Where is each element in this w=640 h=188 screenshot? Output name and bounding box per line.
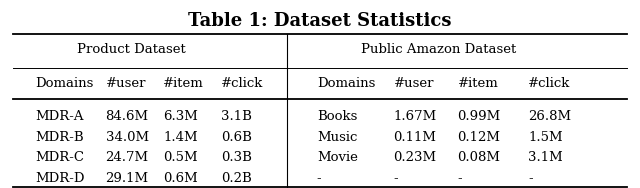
- Text: 0.3B: 0.3B: [221, 151, 252, 164]
- Text: 0.12M: 0.12M: [458, 131, 500, 144]
- Text: MDR-A: MDR-A: [35, 110, 84, 123]
- Text: 84.6M: 84.6M: [106, 110, 148, 123]
- Text: #click: #click: [528, 77, 570, 90]
- Text: #click: #click: [221, 77, 263, 90]
- Text: MDR-B: MDR-B: [35, 131, 84, 144]
- Text: 1.5M: 1.5M: [528, 131, 563, 144]
- Text: #user: #user: [106, 77, 146, 90]
- Text: Public Amazon Dataset: Public Amazon Dataset: [361, 43, 516, 56]
- Text: 34.0M: 34.0M: [106, 131, 148, 144]
- Text: MDR-D: MDR-D: [35, 172, 84, 185]
- Text: -: -: [458, 172, 462, 185]
- Text: #item: #item: [458, 77, 499, 90]
- Text: 3.1M: 3.1M: [528, 151, 563, 164]
- Text: 0.99M: 0.99M: [458, 110, 501, 123]
- Text: 0.6B: 0.6B: [221, 131, 252, 144]
- Text: MDR-C: MDR-C: [35, 151, 84, 164]
- Text: #item: #item: [163, 77, 204, 90]
- Text: 0.11M: 0.11M: [394, 131, 436, 144]
- Text: -: -: [528, 172, 532, 185]
- Text: 0.2B: 0.2B: [221, 172, 252, 185]
- Text: 6.3M: 6.3M: [163, 110, 198, 123]
- Text: Product Dataset: Product Dataset: [77, 43, 186, 56]
- Text: Table 1: Dataset Statistics: Table 1: Dataset Statistics: [188, 12, 452, 30]
- Text: -: -: [394, 172, 398, 185]
- Text: Movie: Movie: [317, 151, 358, 164]
- Text: 1.4M: 1.4M: [163, 131, 198, 144]
- Text: Books: Books: [317, 110, 357, 123]
- Text: 3.1B: 3.1B: [221, 110, 252, 123]
- Text: -: -: [317, 172, 321, 185]
- Text: #user: #user: [394, 77, 434, 90]
- Text: 29.1M: 29.1M: [106, 172, 148, 185]
- Text: 0.6M: 0.6M: [163, 172, 198, 185]
- Text: 24.7M: 24.7M: [106, 151, 148, 164]
- Text: Music: Music: [317, 131, 357, 144]
- Text: 0.08M: 0.08M: [458, 151, 500, 164]
- Text: 0.23M: 0.23M: [394, 151, 436, 164]
- Text: Domains: Domains: [35, 77, 93, 90]
- Text: Domains: Domains: [317, 77, 375, 90]
- Text: 26.8M: 26.8M: [528, 110, 571, 123]
- Text: 1.67M: 1.67M: [394, 110, 437, 123]
- Text: 0.5M: 0.5M: [163, 151, 198, 164]
